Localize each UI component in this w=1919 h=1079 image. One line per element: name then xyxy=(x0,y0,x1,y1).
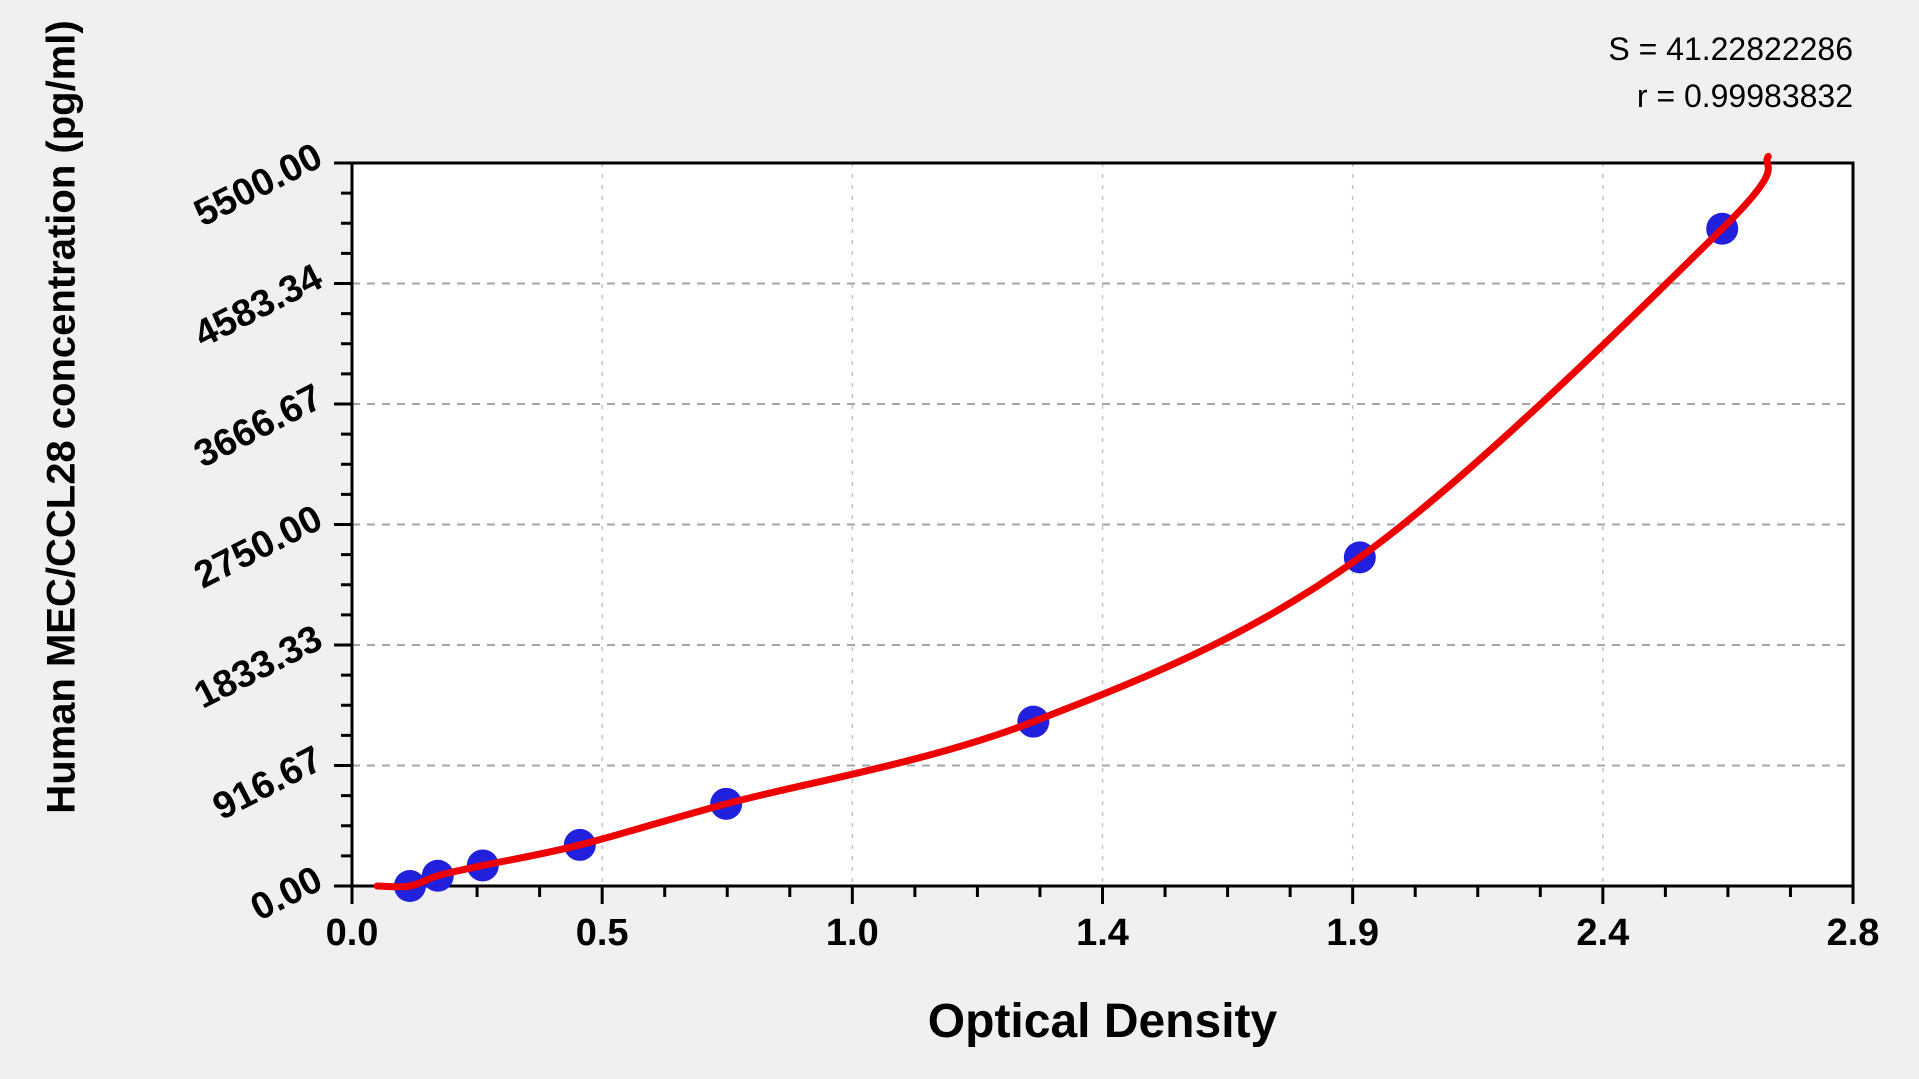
x-tick-label: 2.8 xyxy=(1826,912,1880,954)
s-value: S = 41.22822286 xyxy=(1608,31,1853,67)
r-value: r = 0.99983832 xyxy=(1636,78,1853,114)
x-axis-title: Optical Density xyxy=(927,995,1278,1048)
y-axis-title: Human MEC/CCL28 concentration (pg/ml) xyxy=(39,20,84,814)
x-tick-label: 2.4 xyxy=(1576,912,1630,954)
x-tick-label: 0.5 xyxy=(575,912,629,954)
x-tick-label: 1.0 xyxy=(825,912,879,954)
fit-curve xyxy=(373,152,1772,891)
x-tick-label: 1.4 xyxy=(1076,912,1129,954)
x-tick-label: 0.0 xyxy=(325,912,379,954)
x-tick-label: 1.9 xyxy=(1326,912,1380,954)
plot-frame xyxy=(350,161,1855,888)
fit-statistics: S = 41.22822286 r = 0.99983832 xyxy=(1608,26,1853,120)
